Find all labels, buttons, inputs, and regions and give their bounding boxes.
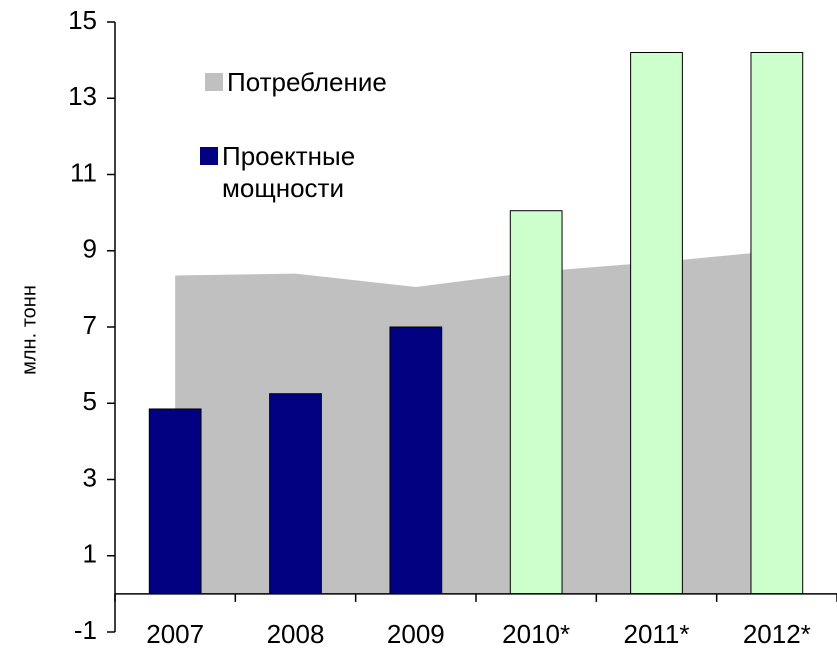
x-tick-label: 2008 xyxy=(267,619,325,649)
y-tick-label: 15 xyxy=(68,5,97,35)
y-tick-label: -1 xyxy=(74,615,97,645)
x-tick-label: 2010* xyxy=(502,619,570,649)
y-tick-label: 9 xyxy=(83,234,97,264)
bar xyxy=(269,393,322,595)
y-tick-label: 5 xyxy=(83,386,97,416)
x-tick-label: 2007 xyxy=(146,619,204,649)
bar xyxy=(148,408,202,595)
bar xyxy=(509,210,563,595)
legend-item: Потребление xyxy=(205,66,387,98)
legend-swatch xyxy=(205,73,223,91)
legend-label: Проектные мощности xyxy=(222,141,356,203)
x-tick-label: 2012* xyxy=(743,619,811,649)
y-tick-label: 11 xyxy=(70,157,97,187)
y-tick-label: 3 xyxy=(83,462,97,492)
legend-label: Потребление xyxy=(227,67,387,97)
bar xyxy=(750,52,804,595)
y-tick-label: 13 xyxy=(68,81,97,111)
bar xyxy=(389,326,443,595)
y-tick-label: 7 xyxy=(83,310,97,340)
legend-item: Проектные мощности xyxy=(200,140,400,204)
x-tick-label: 2011* xyxy=(623,619,689,649)
y-axis-label: млн. тонн xyxy=(18,285,40,375)
y-tick-label: 1 xyxy=(83,539,97,569)
bar xyxy=(630,52,683,595)
area xyxy=(175,250,777,594)
legend-swatch xyxy=(200,147,218,165)
x-tick-label: 2009 xyxy=(387,619,445,649)
